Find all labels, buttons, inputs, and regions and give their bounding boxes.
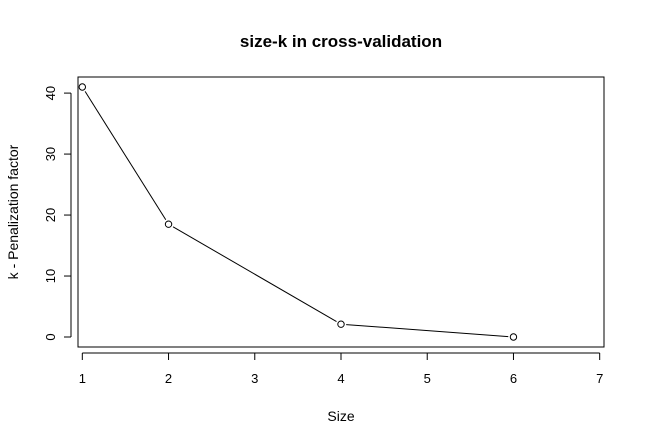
y-axis: 0 10 20 30 40 xyxy=(43,86,72,341)
y-tick-label: 40 xyxy=(43,86,58,100)
data-series xyxy=(78,83,518,341)
data-point xyxy=(337,320,345,328)
x-tick-label: 1 xyxy=(79,371,86,386)
x-axis: 1 2 3 4 5 6 7 xyxy=(79,352,603,386)
y-tick-label: 30 xyxy=(43,147,58,161)
plot-frame xyxy=(77,76,605,348)
x-tick-label: 5 xyxy=(424,371,431,386)
x-tick-label: 7 xyxy=(596,371,603,386)
series-line-segment xyxy=(84,91,167,221)
data-point xyxy=(78,83,87,91)
x-tick-label: 3 xyxy=(251,371,258,386)
x-tick-label: 6 xyxy=(510,371,517,386)
x-tick-label: 2 xyxy=(165,371,172,386)
chart-title: size-k in cross-validation xyxy=(240,32,442,51)
y-axis-label: k - Penalization factor xyxy=(5,144,21,279)
series-line-segment xyxy=(346,324,509,338)
y-tick-label: 20 xyxy=(43,208,58,222)
series-line-segment xyxy=(172,226,337,323)
y-tick-label: 10 xyxy=(43,269,58,283)
data-point xyxy=(164,220,173,228)
data-point xyxy=(509,333,518,341)
y-tick-label: 0 xyxy=(43,333,58,340)
x-tick-label: 4 xyxy=(337,371,344,386)
x-axis-label: Size xyxy=(327,408,354,424)
